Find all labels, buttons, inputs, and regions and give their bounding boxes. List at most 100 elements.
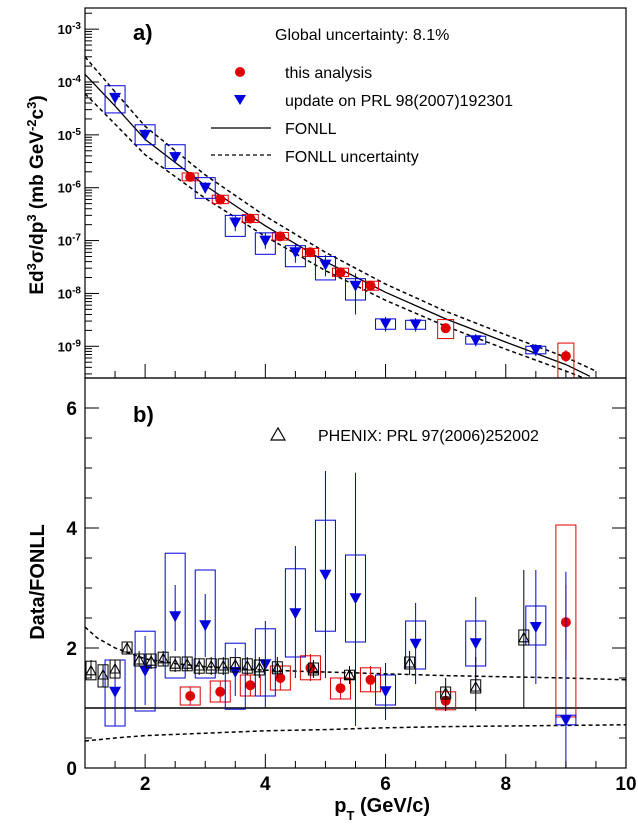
xlabel-part: T [346, 808, 354, 823]
y-tick-exponent: -9 [72, 338, 81, 349]
sys-box [164, 144, 186, 170]
panel-a-data [104, 85, 575, 379]
y-tick-base: 10 [58, 286, 72, 301]
ylabel-part: c [27, 108, 48, 119]
ylabel-part: ) [27, 95, 48, 101]
y-tick-base: 10 [58, 128, 72, 143]
data-point [229, 217, 242, 229]
fonll-upper-curve [84, 56, 597, 372]
data-point [245, 213, 256, 224]
y-tick-base: 10 [58, 22, 72, 37]
ylabel-part: 3 [24, 102, 39, 109]
data-point [145, 655, 158, 666]
y-tick-label: 10-5 [58, 126, 82, 143]
y-tick-label: 0 [66, 759, 77, 780]
y-tick-exponent: -7 [72, 232, 81, 243]
data-point [275, 673, 286, 683]
ylabel-part: (mb GeV [27, 131, 48, 215]
data-point [469, 335, 482, 347]
data-point [217, 659, 230, 671]
data-point [560, 351, 571, 362]
data-point [349, 280, 362, 292]
y-tick-base: 10 [58, 339, 72, 354]
panel-b-axes: 0 2 4 6 2 4 6 8 10 [66, 377, 637, 795]
x-tick-label: 6 [380, 774, 391, 795]
x-tick-label: 4 [260, 774, 271, 795]
ylabel-part: Ed [27, 270, 48, 294]
y-tick-exponent: -5 [72, 126, 81, 137]
data-point [109, 662, 121, 674]
data-point [241, 659, 254, 671]
panel-b-data [85, 471, 577, 768]
data-point [409, 638, 422, 650]
data-point [403, 656, 416, 668]
data-point [529, 345, 542, 357]
panel-a-global-uncertainty: Global uncertainty: 8.1% [275, 27, 449, 44]
ylabel-part: 3 [24, 214, 39, 221]
y-tick-label: 10-9 [58, 338, 82, 355]
data-point [439, 686, 452, 698]
data-point [365, 280, 376, 291]
data-point [121, 641, 134, 653]
y-tick-label: 4 [66, 519, 77, 540]
x-tick-label: 2 [140, 774, 151, 795]
panel-a: 10-910-810-710-610-510-410-3 a) Global u… [24, 7, 627, 379]
y-tick-label: 2 [66, 639, 77, 660]
data-point [289, 247, 302, 259]
ylabel-part: -2 [24, 119, 39, 131]
data-point [365, 674, 376, 685]
y-tick-exponent: -8 [72, 285, 81, 296]
sys-box [134, 124, 156, 146]
y-tick-base: 10 [58, 75, 72, 90]
data-point [319, 569, 332, 581]
panel-a-axes: 10-910-810-710-610-510-410-3 [58, 7, 627, 379]
y-tick-label: 6 [66, 399, 77, 420]
legend-marker-phenix [269, 426, 287, 441]
y-tick-exponent: -3 [72, 21, 81, 32]
data-point [253, 661, 266, 673]
legend-label-this-analysis: this analysis [285, 65, 372, 82]
ylabel-part: σ/dp [27, 222, 48, 264]
panel-b: 0 2 4 6 2 4 6 8 10 b) PHENIX: PRL 97(2006)252002… [27, 377, 637, 823]
data-point [379, 318, 392, 330]
y-tick-exponent: -4 [72, 74, 81, 85]
y-tick-label: 10-7 [58, 232, 82, 249]
data-point [193, 659, 206, 671]
data-point [139, 665, 152, 677]
legend-marker-update [234, 95, 246, 105]
data-point [215, 686, 226, 697]
data-point [289, 608, 302, 620]
y-tick-base: 10 [58, 181, 72, 196]
panel-b-y-axis-title: Data/FONLL [27, 524, 49, 640]
data-point [259, 659, 272, 671]
legend: this analysis update on PRL 98(2007)1923… [211, 65, 513, 166]
sys-box [104, 85, 126, 114]
data-point [305, 247, 316, 258]
data-point [517, 631, 530, 643]
y-tick-label: 10-4 [58, 74, 82, 91]
y-tick-label: 10-8 [58, 285, 82, 302]
legend-label-phenix: PHENIX: PRL 97(2006)252002 [318, 428, 539, 445]
data-point [169, 611, 182, 623]
xlabel-part: p [334, 795, 346, 817]
data-point [529, 622, 542, 633]
data-point [109, 92, 122, 104]
data-point [307, 662, 320, 674]
data-point [205, 659, 218, 671]
data-point [319, 259, 332, 271]
data-point [169, 152, 182, 164]
fonll-lower-curve [84, 724, 627, 742]
y-tick-base: 10 [58, 234, 72, 249]
panel-b-label: b) [133, 402, 154, 427]
data-point [343, 668, 356, 680]
sys-box [134, 630, 156, 712]
y-tick-label: 10-3 [58, 21, 82, 38]
panel-a-y-axis-title: Ed3σ/dp3 (mb GeV-2c3) [24, 95, 49, 294]
data-point [199, 620, 212, 632]
data-point [185, 171, 196, 182]
data-point [259, 235, 272, 247]
data-point [271, 661, 284, 673]
data-point [85, 664, 97, 676]
data-point [559, 715, 572, 726]
data-point [133, 653, 146, 665]
